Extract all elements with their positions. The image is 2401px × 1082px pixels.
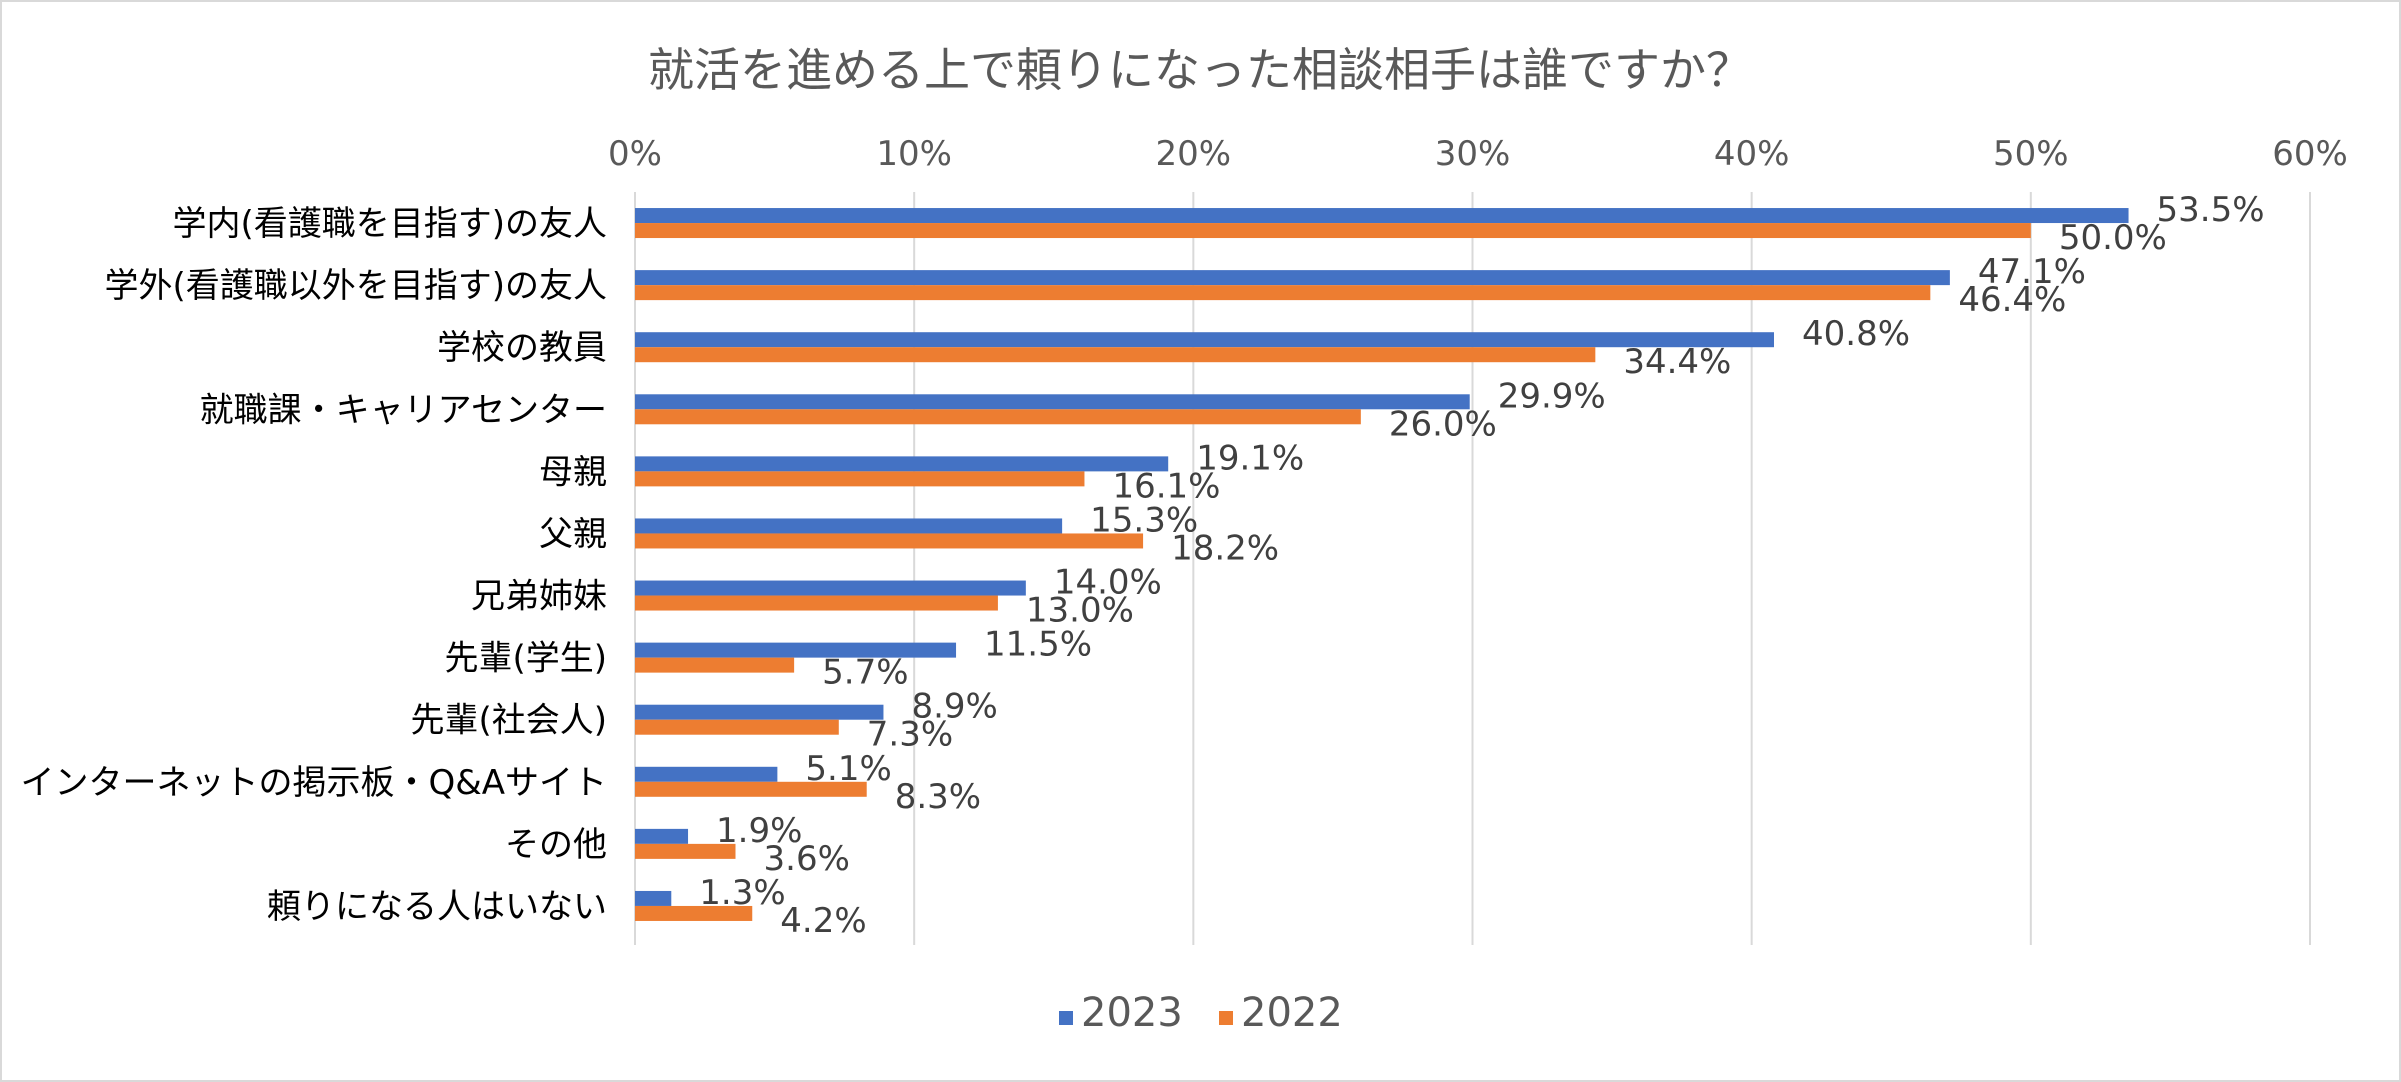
bar-2023 <box>635 580 1026 596</box>
bar-2023 <box>635 518 1063 534</box>
bar-2022 <box>635 223 2031 239</box>
data-label-2023: 1.3% <box>699 873 785 913</box>
data-labels: 53.5%50.0%47.1%46.4% 40.8% 34.4% 29.9%26.0%… <box>699 190 2264 941</box>
bar-2023 <box>635 270 1950 286</box>
data-label-2022: 46.4% <box>1958 280 2066 320</box>
data-label-2023: 29.9% <box>1498 376 1606 416</box>
category-label: 学外(看護職以外を目指す)の友人 <box>104 266 607 306</box>
bar-2023 <box>635 332 1774 348</box>
bar-2022 <box>635 719 839 735</box>
data-label-2022: 34.4% <box>1623 342 1731 382</box>
x-axis-ticks: 0% 10% 20% 30% 40% 50% 60% <box>608 134 2348 174</box>
data-label-2022: 16.1% <box>1112 466 1220 506</box>
bar-2023 <box>635 766 778 782</box>
x-tick-label: 60% <box>2272 134 2348 174</box>
category-label: 先輩(学生) <box>444 639 607 679</box>
bar-2022 <box>635 471 1085 487</box>
category-label: その他 <box>505 825 607 865</box>
legend-label-2023: 2023 <box>1081 990 1183 1036</box>
category-label: 兄弟姉妹 <box>471 577 607 617</box>
x-tick-label: 40% <box>1714 134 1790 174</box>
x-tick-label: 30% <box>1435 134 1511 174</box>
bar-2022 <box>635 595 998 611</box>
data-label-2023: 53.5% <box>2157 190 2265 230</box>
category-label: 学校の教員 <box>437 328 607 368</box>
x-tick-label: 20% <box>1156 134 1232 174</box>
data-label-2023: 11.5% <box>984 625 1092 665</box>
bar-2023 <box>635 394 1470 410</box>
x-tick-label: 50% <box>1993 134 2069 174</box>
data-label-2022: 26.0% <box>1389 404 1497 444</box>
data-label-2023: 1.9% <box>716 811 802 851</box>
bar-2023 <box>635 208 2129 224</box>
bar-2023 <box>635 642 957 658</box>
bar-2022 <box>635 285 1931 301</box>
legend-label-2022: 2022 <box>1241 990 1343 1036</box>
data-label-2022: 8.3% <box>895 777 981 817</box>
bar-2022 <box>635 533 1144 549</box>
data-label-2023: 19.1% <box>1196 438 1304 478</box>
bar-2022 <box>635 843 736 859</box>
legend-swatch-2023 <box>1059 1011 1073 1025</box>
category-labels: 学内(看護職を目指す)の友人学外(看護職以外を目指す)の友人学校の教員就職課・キ… <box>20 204 607 927</box>
data-label-2022: 4.2% <box>780 901 866 941</box>
legend-swatch-2022 <box>1219 1011 1233 1025</box>
category-label: 学内(看護職を目指す)の友人 <box>172 204 607 244</box>
category-label: 先輩(社会人) <box>410 701 607 741</box>
category-label: 母親 <box>539 452 607 492</box>
legend: 2023 2022 <box>1059 990 1343 1036</box>
chart-title: 就活を進める上で頼りになった相談相手は誰ですか？ <box>648 43 1752 97</box>
data-label-2022: 50.0% <box>2059 218 2167 258</box>
data-label-2023: 47.1% <box>1978 252 2086 292</box>
category-label: 父親 <box>539 514 607 554</box>
data-label-2023: 15.3% <box>1090 500 1198 540</box>
data-label-2023: 40.8% <box>1802 314 1910 354</box>
bar-2022 <box>635 781 867 797</box>
data-label-2022: 5.7% <box>822 653 908 693</box>
data-label-2023: 5.1% <box>805 749 891 789</box>
x-tick-label: 0% <box>608 134 662 174</box>
gridlines <box>634 192 2311 945</box>
bar-2022 <box>635 347 1596 363</box>
data-label-2023: 8.9% <box>911 687 997 727</box>
data-label-2023: 14.0% <box>1054 563 1162 603</box>
bar-2023 <box>635 828 689 844</box>
category-label: 頼りになる人はいない <box>267 887 607 927</box>
category-label: 就職課・キャリアセンター <box>200 390 607 430</box>
bar-2023 <box>635 456 1169 472</box>
bar-2022 <box>635 905 753 921</box>
bar-2022 <box>635 409 1361 425</box>
data-label-2022: 13.0% <box>1026 591 1134 631</box>
category-label: インターネットの掲示板・Q&Aサイト <box>20 763 607 803</box>
x-tick-label: 10% <box>876 134 952 174</box>
bar-2023 <box>635 890 672 906</box>
bars <box>635 208 2129 921</box>
data-label-2022: 18.2% <box>1171 528 1279 568</box>
data-label-2022: 7.3% <box>867 715 953 755</box>
bar-2023 <box>635 704 884 720</box>
bar-2022 <box>635 657 795 673</box>
data-label-2022: 3.6% <box>764 839 850 879</box>
